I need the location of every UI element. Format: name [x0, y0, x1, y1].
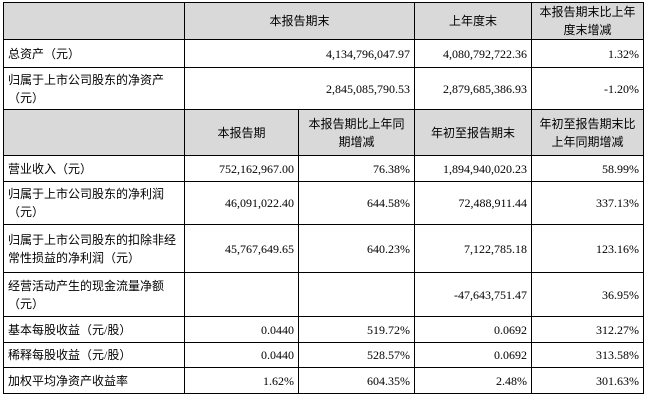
cell-ytd: 72,488,911.44 [414, 181, 533, 225]
table-row: 稀释每股收益（元/股） 0.0440 528.57% 0.0692 313.58… [3, 342, 645, 368]
table-row: 归属于上市公司股东的净资产（元） 2,845,085,790.53 2,879,… [3, 67, 645, 110]
row-label: 经营活动产生的现金流量净额（元） [3, 272, 185, 317]
row-label: 归属于上市公司股东的扣除非经常性损益的净利润（元） [3, 224, 185, 273]
row-label: 加权平均净资产收益率 [3, 367, 185, 394]
cell-ytd: 1,894,940,020.23 [414, 155, 533, 182]
row-label: 营业收入（元） [3, 155, 185, 182]
top-header-row: 本报告期末 上年度末 本报告期末比上年度末增减 [3, 2, 645, 40]
table-row: 加权平均净资产收益率 1.62% 604.35% 2.48% 301.63% [3, 367, 645, 394]
mid-header-ytd-change: 年初至报告期末比上年同期增减 [531, 109, 645, 156]
cell-current: 4,134,796,047.97 [183, 39, 416, 68]
table-row: 经营活动产生的现金流量净额（元） -47,643,751.47 36.95% [3, 272, 645, 317]
table-row: 基本每股收益（元/股） 0.0440 519.72% 0.0692 312.27… [3, 316, 645, 343]
mid-header-period-change: 本报告期比上年同期增减 [297, 109, 416, 156]
cell-ytd: 2.48% [414, 367, 533, 394]
cell-period: 1.62% [184, 367, 299, 394]
cell-ytd-change: 301.63% [531, 367, 645, 394]
cell-period: 46,091,022.40 [184, 181, 299, 225]
row-label: 基本每股收益（元/股） [3, 316, 185, 343]
cell-ytd-change: 313.58% [531, 342, 645, 368]
top-header-change: 本报告期末比上年度末增减 [531, 2, 645, 40]
cell-ytd-change: 123.16% [531, 224, 645, 273]
top-header-blank [3, 2, 185, 40]
cell-current: 2,845,085,790.53 [183, 67, 416, 110]
cell-period-change: 76.38% [297, 155, 416, 182]
cell-period: 45,767,649.65 [184, 224, 299, 273]
cell-ytd: 0.0692 [414, 342, 533, 368]
cell-change: -1.20% [531, 67, 645, 110]
cell-period: 0.0440 [184, 342, 299, 368]
top-header-prior: 上年度末 [414, 2, 533, 40]
mid-header-row: 本报告期 本报告期比上年同期增减 年初至报告期末 年初至报告期末比上年同期增减 [3, 109, 645, 156]
row-label: 归属于上市公司股东的净资产（元） [3, 67, 185, 110]
cell-ytd: -47,643,751.47 [414, 272, 533, 317]
cell-ytd-change: 312.27% [531, 316, 645, 343]
cell-period: 0.0440 [184, 316, 299, 343]
row-label: 总资产（元） [3, 39, 185, 68]
cell-ytd-change: 58.99% [531, 155, 645, 182]
cell-period-change [297, 272, 416, 317]
cell-period-change: 604.35% [297, 367, 416, 394]
cell-period-change: 640.23% [297, 224, 416, 273]
row-label: 稀释每股收益（元/股） [3, 342, 185, 368]
table-row: 归属于上市公司股东的净利润（元） 46,091,022.40 644.58% 7… [3, 181, 645, 225]
table-row: 归属于上市公司股东的扣除非经常性损益的净利润（元） 45,767,649.65 … [3, 224, 645, 273]
table-row: 营业收入（元） 752,162,967.00 76.38% 1,894,940,… [3, 155, 645, 182]
mid-header-period: 本报告期 [184, 109, 299, 156]
mid-header-ytd: 年初至报告期末 [414, 109, 533, 156]
top-header-current: 本报告期末 [183, 2, 416, 40]
cell-ytd-change: 337.13% [531, 181, 645, 225]
financial-summary-table: 本报告期末 上年度末 本报告期末比上年度末增减 总资产（元） 4,134,796… [3, 2, 645, 394]
table-row: 总资产（元） 4,134,796,047.97 4,080,792,722.36… [3, 39, 645, 68]
cell-period-change: 528.57% [297, 342, 416, 368]
cell-ytd-change: 36.95% [531, 272, 645, 317]
cell-prior: 2,879,685,386.93 [414, 67, 533, 110]
mid-header-blank [3, 109, 185, 156]
row-label: 归属于上市公司股东的净利润（元） [3, 181, 185, 225]
cell-ytd: 0.0692 [414, 316, 533, 343]
cell-period-change: 644.58% [297, 181, 416, 225]
cell-ytd: 7,122,785.18 [414, 224, 533, 273]
cell-change: 1.32% [531, 39, 645, 68]
cell-prior: 4,080,792,722.36 [414, 39, 533, 68]
cell-period: 752,162,967.00 [184, 155, 299, 182]
cell-period-change: 519.72% [297, 316, 416, 343]
cell-period [184, 272, 299, 317]
